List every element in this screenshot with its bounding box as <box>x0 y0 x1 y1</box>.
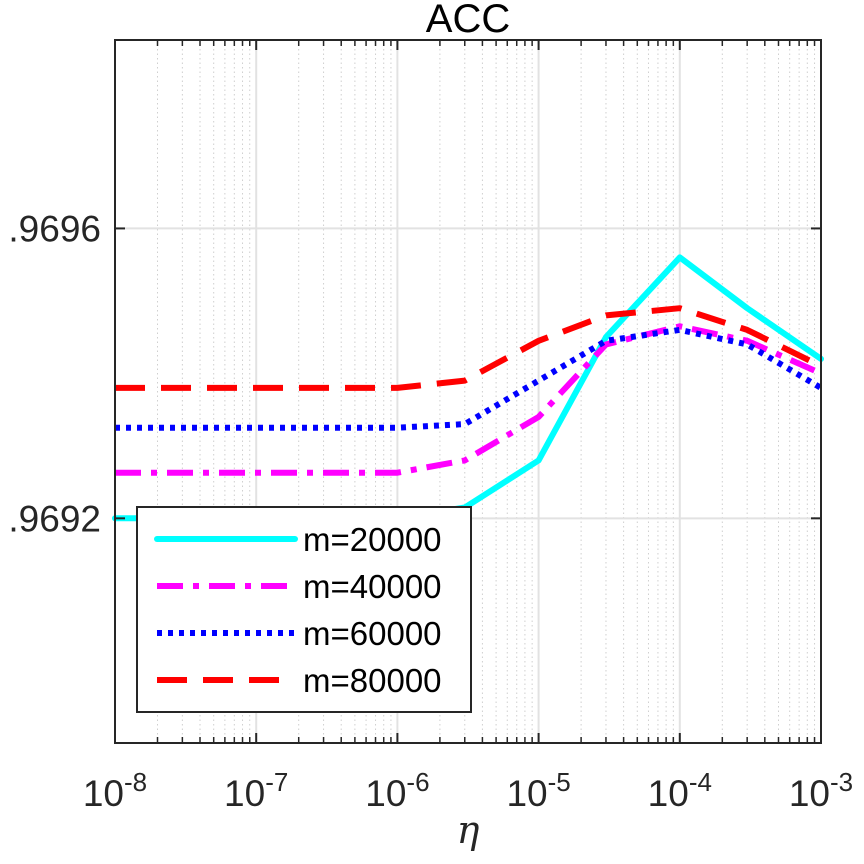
legend-label: m=80000 <box>303 662 442 699</box>
x-axis-label: η <box>457 808 480 852</box>
x-tick-label: 10-7 <box>224 767 288 814</box>
y-tick-label: .9696 <box>8 208 101 249</box>
axis-ticks <box>114 40 822 743</box>
series-line-m-80000 <box>115 305 823 391</box>
x-tick-labels: 10-8 10-7 10-6 10-5 10-4 10-3 <box>83 767 853 814</box>
legend-label: m=40000 <box>303 568 442 605</box>
plot-area-frame <box>114 39 822 744</box>
x-tick-label: 10-8 <box>83 767 147 814</box>
y-tick-label: .9692 <box>8 498 101 539</box>
chart-title: ACC <box>426 0 510 41</box>
series-layer <box>112 254 824 522</box>
series-line-m-60000 <box>115 326 823 431</box>
legend-label: m=60000 <box>303 615 442 652</box>
x-tick-label: 10-4 <box>648 767 712 814</box>
legend-label: m=20000 <box>303 521 442 558</box>
x-tick-label: 10-6 <box>365 767 429 814</box>
legend: m=20000 m=40000 m=60000 m=80000 <box>136 506 472 713</box>
x-tick-label: 10-5 <box>506 767 570 814</box>
y-tick-labels: .9692 .9696 <box>8 208 101 539</box>
x-tick-label: 10-3 <box>789 767 853 814</box>
series-line-m-40000 <box>115 323 823 476</box>
